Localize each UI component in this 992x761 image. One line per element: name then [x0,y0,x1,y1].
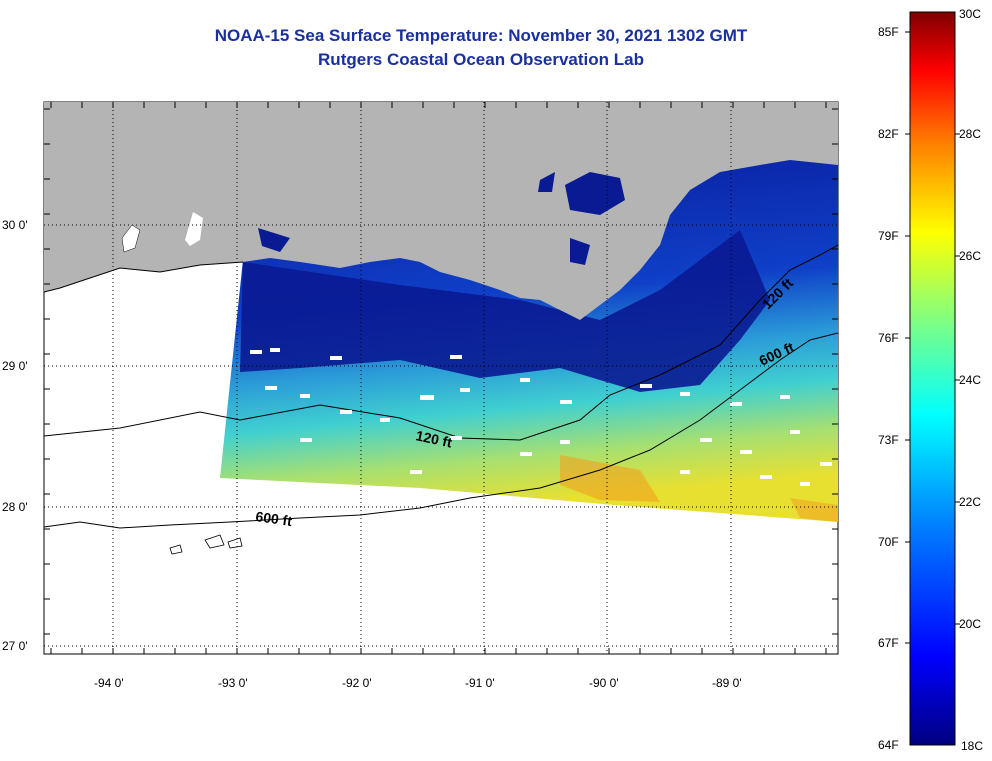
lon-label-89: -89 0' [712,676,742,690]
cb-f-70: 70F [878,535,899,549]
cb-c-24: 24C [959,373,981,387]
cb-c-30: 30C [959,7,981,21]
cb-f-64: 64F [878,738,899,752]
cb-f-79: 79F [878,229,899,243]
cb-c-20: 20C [959,617,981,631]
warm-patch-east [790,498,838,522]
cb-f-76: 76F [878,331,899,345]
cb-c-22: 22C [959,495,981,509]
lat-label-27: 27 0' [2,639,28,653]
coastline [44,261,244,293]
contour-label-120ft: 120 ft [414,427,453,450]
latitude-labels: 30 0' 29 0' 28 0' 27 0' [2,218,28,653]
cb-f-85: 85F [878,25,899,39]
lat-label-29: 29 0' [2,359,28,373]
colorbar-celsius-labels: 30C 28C 26C 24C 22C 20C 18C [959,7,983,753]
cb-c-28: 28C [959,127,981,141]
cb-c-18: 18C [961,739,983,753]
lon-label-90: -90 0' [589,676,619,690]
cb-f-67: 67F [878,636,899,650]
cloud-mask [250,348,832,486]
lon-label-91: -91 0' [465,676,495,690]
longitude-labels: -94 0' -93 0' -92 0' -91 0' -90 0' -89 0… [94,676,742,690]
warm-plume [560,455,660,502]
map-title: NOAA-15 Sea Surface Temperature: Novembe… [214,26,748,45]
lon-label-94: -94 0' [94,676,124,690]
contour-120ft [44,244,838,441]
frame-ticks [44,102,838,654]
contour-600ft [44,332,838,529]
colorbar-ticks [905,31,960,644]
lon-label-92: -92 0' [342,676,372,690]
cb-c-26: 26C [959,249,981,263]
graticule [44,102,838,654]
cb-f-82: 82F [878,127,899,141]
nearshore-cold-water [240,230,770,392]
colorbar-fahrenheit-labels: 85F 82F 79F 76F 73F 70F 67F 64F [878,25,899,752]
map-subtitle: Rutgers Coastal Ocean Observation Lab [318,50,644,69]
lat-label-30: 30 0' [2,218,28,232]
land-mass [44,102,838,320]
lon-label-93: -93 0' [218,676,248,690]
contour-label-600ft: 600 ft [255,508,294,529]
cb-f-73: 73F [878,433,899,447]
colorbar [909,11,956,746]
lat-label-28: 28 0' [2,500,28,514]
